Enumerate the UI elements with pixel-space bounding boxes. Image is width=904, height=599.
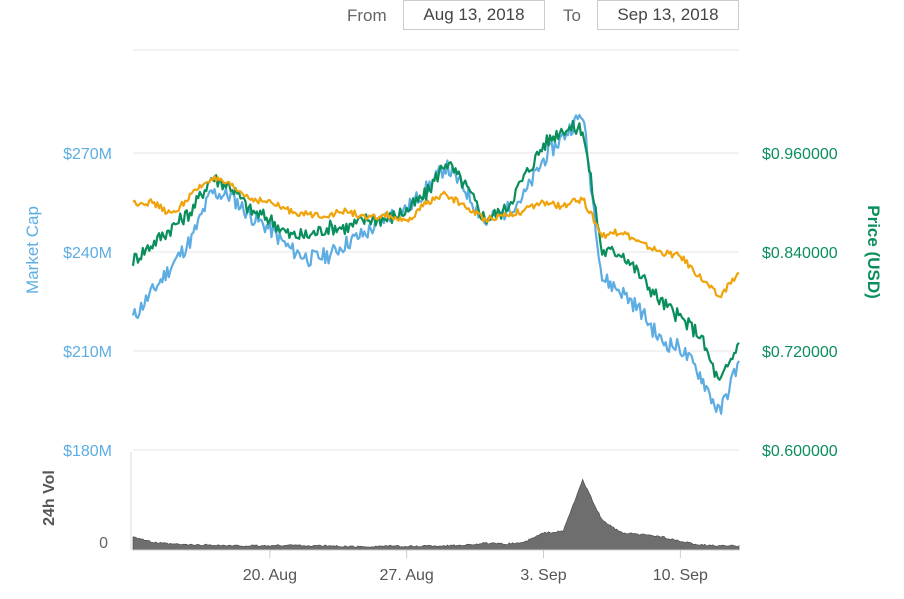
to-date-input[interactable]: Sep 13, 2018 (597, 0, 739, 30)
from-date-input[interactable]: Aug 13, 2018 (403, 0, 545, 30)
series-line-market-cap (131, 113, 740, 415)
left-axis-tick-label: $240M (63, 245, 112, 262)
x-axis-tick-label: 3. Sep (520, 567, 566, 584)
volume-area (132, 478, 740, 551)
series-line-price-btc (132, 175, 740, 299)
x-axis-tick-label: 20. Aug (243, 567, 297, 584)
left-axis-title: Market Cap (23, 206, 42, 294)
x-axis-tick-label: 10. Sep (653, 567, 708, 584)
from-label: From (347, 6, 387, 25)
right-axis-title: Price (USD) (864, 205, 883, 299)
x-axis-tick-label: 27. Aug (380, 567, 434, 584)
to-label: To (563, 6, 581, 25)
series-line-price-usd (131, 119, 740, 381)
left-axis-tick-label: $210M (63, 344, 112, 361)
volume-axis-title: 24h Vol (41, 470, 58, 526)
date-range-selector: From Aug 13, 2018 To Sep 13, 2018 (0, 0, 904, 36)
left-axis-tick-label: $180M (63, 443, 112, 460)
volume-axis-tick-label: 0 (99, 535, 108, 552)
right-axis-tick-label: $0.840000 (762, 245, 838, 262)
right-axis-tick-label: $0.600000 (762, 443, 838, 460)
right-axis-tick-label: $0.960000 (762, 146, 838, 163)
left-axis-tick-label: $270M (63, 146, 112, 163)
right-axis-tick-label: $0.720000 (762, 344, 838, 361)
